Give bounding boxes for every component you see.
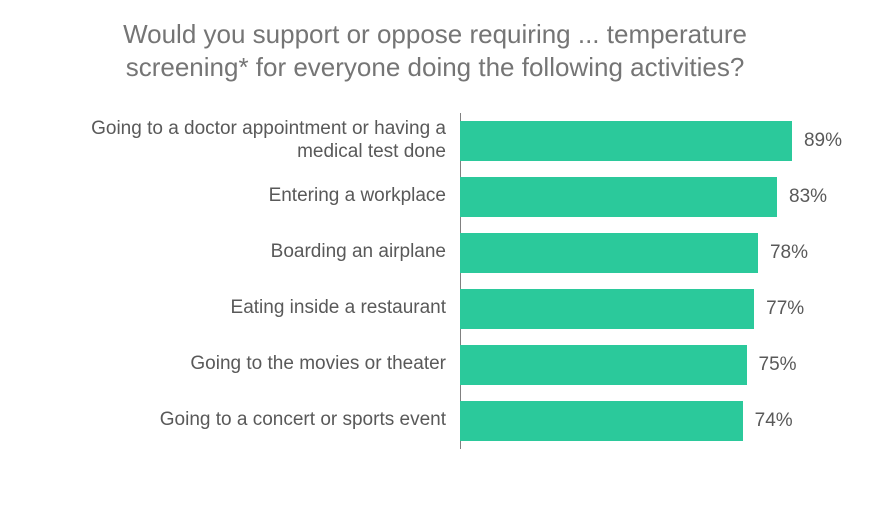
bar-value: 75% [759, 354, 797, 376]
bar-row: Boarding an airplane 78% [28, 225, 842, 281]
bar-track: 83% [460, 177, 842, 217]
bar-label: Boarding an airplane [28, 241, 460, 264]
y-axis-line [460, 113, 461, 449]
bar-fill [460, 289, 754, 329]
bar-row: Going to a doctor appointment or having … [28, 113, 842, 169]
bar-row: Going to the movies or theater 75% [28, 337, 842, 393]
bar-value: 89% [804, 130, 842, 152]
bar-fill [460, 401, 743, 441]
bar-track: 89% [460, 121, 842, 161]
bar-fill [460, 233, 758, 273]
bar-fill [460, 345, 747, 385]
bar-track: 74% [460, 401, 842, 441]
bar-label: Going to a doctor appointment or having … [28, 118, 460, 164]
bar-label: Entering a workplace [28, 185, 460, 208]
bar-row: Going to a concert or sports event 74% [28, 393, 842, 449]
bar-row: Entering a workplace 83% [28, 169, 842, 225]
bar-value: 78% [770, 242, 808, 264]
bar-value: 74% [755, 410, 793, 432]
bar-track: 75% [460, 345, 842, 385]
bar-track: 77% [460, 289, 842, 329]
bar-label: Going to a concert or sports event [28, 409, 460, 432]
bar-value: 83% [789, 186, 827, 208]
bar-label: Eating inside a restaurant [28, 297, 460, 320]
bar-row: Eating inside a restaurant 77% [28, 281, 842, 337]
bar-track: 78% [460, 233, 842, 273]
bar-fill [460, 121, 792, 161]
bar-value: 77% [766, 298, 804, 320]
chart-title: Would you support or oppose requiring ..… [65, 18, 805, 85]
bar-fill [460, 177, 777, 217]
bar-label: Going to the movies or theater [28, 353, 460, 376]
bar-chart: Going to a doctor appointment or having … [28, 113, 842, 449]
